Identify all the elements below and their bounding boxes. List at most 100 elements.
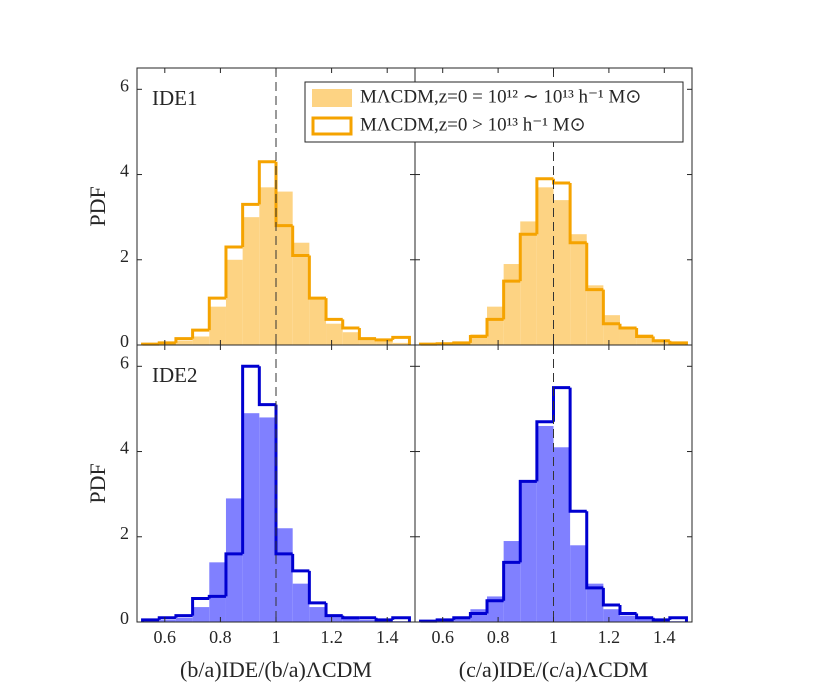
hist-step <box>518 479 537 563</box>
hist-step <box>224 552 243 597</box>
hist-bar <box>192 336 210 345</box>
x-tick-label: 1.2 <box>598 627 621 647</box>
hist-bar <box>553 200 571 345</box>
y-tick-label: 6 <box>120 75 129 95</box>
hist-bar <box>636 334 654 345</box>
hist-bar <box>276 191 293 345</box>
hist-bar <box>292 242 310 345</box>
hist-step <box>224 245 243 299</box>
legend-label: MΛCDM,z=0 > 10¹³ h⁻¹ M⊙ <box>360 114 586 135</box>
hist-step <box>502 279 521 320</box>
hist-step <box>174 337 193 343</box>
hist-bar <box>326 323 343 345</box>
hist-bar <box>376 340 393 345</box>
hist-step <box>435 618 454 622</box>
hist-bar <box>470 334 488 345</box>
x-tick-label: 0.8 <box>487 627 510 647</box>
hist-step <box>291 553 310 573</box>
hist-step <box>274 404 293 556</box>
hist-step <box>668 340 688 345</box>
hist-step <box>341 319 360 330</box>
hist-step <box>174 614 193 618</box>
hist-step <box>552 178 571 185</box>
legend-box <box>304 81 684 143</box>
hist-step <box>257 160 276 205</box>
hist-step <box>585 242 604 292</box>
hist-step <box>307 255 327 300</box>
hist-bar <box>159 619 176 622</box>
y-tick-label: 0 <box>120 331 129 351</box>
hist-step <box>391 335 411 345</box>
hist-step <box>651 617 670 622</box>
hist-step <box>374 338 393 342</box>
hist-step <box>141 618 160 622</box>
hist-step <box>207 594 226 599</box>
x-tick-label: 1.4 <box>376 627 399 647</box>
hist-step <box>552 386 571 422</box>
x-tick-label: 1.4 <box>653 627 676 647</box>
hist-step <box>291 225 310 258</box>
x-tick-label: 0.8 <box>209 627 232 647</box>
hist-step <box>241 202 260 247</box>
hist-bar <box>292 583 310 622</box>
hist-step <box>374 617 393 622</box>
y-tick-label: 2 <box>120 246 129 266</box>
hist-bar <box>536 425 554 622</box>
hist-bar <box>259 187 276 345</box>
x-axis-label: (c/a)IDE/(c/a)ΛCDM <box>459 657 648 682</box>
hist-step <box>485 599 504 614</box>
x-tick-label: 1 <box>272 627 281 647</box>
y-tick-label: 2 <box>120 523 129 543</box>
y-tick-label: 6 <box>120 352 129 372</box>
y-tick-label: 4 <box>120 161 129 181</box>
hist-step <box>324 298 343 321</box>
hist-bar <box>636 618 654 622</box>
hist-step <box>568 387 587 513</box>
y-tick-label: 0 <box>120 608 129 628</box>
hist-step <box>618 323 637 330</box>
hist-bar <box>570 234 587 345</box>
hist-step <box>601 587 620 607</box>
hist-bar <box>487 306 504 345</box>
hist-bar <box>342 332 360 345</box>
hist-bar <box>470 609 488 622</box>
hist-step <box>468 334 488 343</box>
hist-bar <box>242 217 260 345</box>
hist-step <box>157 341 176 345</box>
hist-bar <box>619 327 637 345</box>
hist-bar <box>603 315 620 345</box>
hist-bar <box>175 340 193 345</box>
hist-bar <box>653 340 670 345</box>
hist-step <box>585 511 604 590</box>
hist-bar <box>503 541 521 622</box>
panel-label: IDE2 <box>152 363 198 387</box>
hist-step <box>157 616 176 620</box>
hist-bar <box>520 221 537 345</box>
hist-bar <box>453 617 471 622</box>
hist-bar <box>520 481 537 622</box>
hist-bar <box>276 528 293 622</box>
y-axis-label: PDF <box>85 463 110 503</box>
panel-label: IDE1 <box>152 86 198 110</box>
hist-bar <box>619 615 637 622</box>
hist-bar <box>603 609 620 622</box>
hist-bar <box>570 545 587 622</box>
hist-bar <box>309 298 327 345</box>
legend-swatch <box>312 89 352 107</box>
hist-bar <box>192 607 210 622</box>
hist-step <box>502 560 521 601</box>
hist-step <box>568 183 587 245</box>
hist-bar <box>209 562 226 622</box>
hist-step <box>357 327 377 341</box>
hist-bar <box>359 619 377 622</box>
hist-step <box>518 232 537 282</box>
hist-bar <box>225 498 243 622</box>
hist-step <box>535 420 554 482</box>
hist-step <box>485 317 504 337</box>
legend-label: MΛCDM,z=0 = 10¹² ∼ 10¹³ h⁻¹ M⊙ <box>360 86 641 107</box>
hist-step <box>341 615 360 620</box>
hist-step <box>191 597 210 616</box>
hist-bar <box>503 264 521 345</box>
hist-bar <box>259 417 276 622</box>
